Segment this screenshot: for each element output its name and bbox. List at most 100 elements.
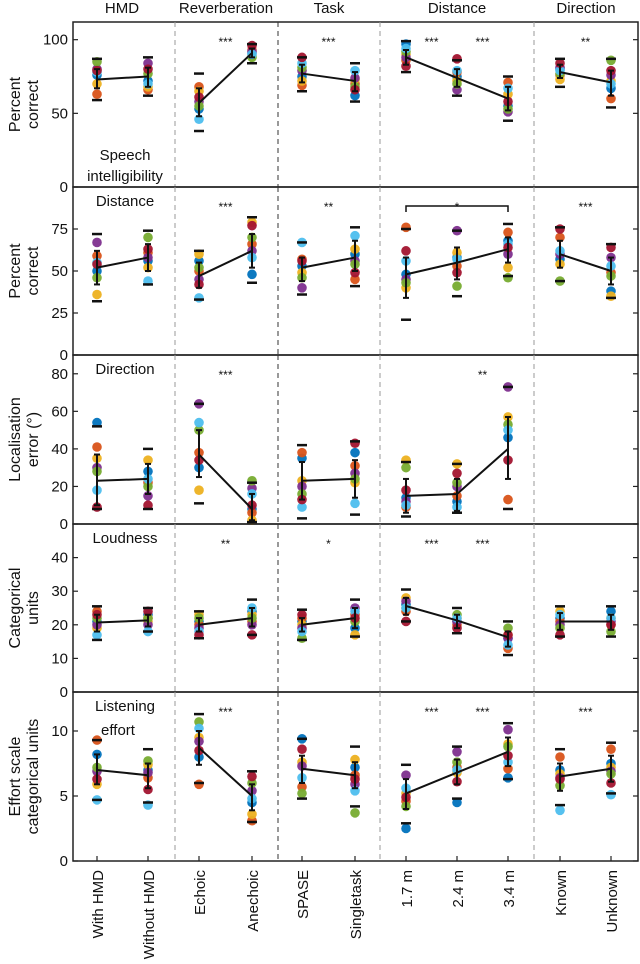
data-point	[194, 417, 204, 428]
data-point	[606, 744, 616, 754]
y-axis-label: Percent	[7, 243, 24, 299]
significance-marker: **	[478, 368, 488, 382]
mean-line	[198, 52, 253, 104]
y-tick-label: 5	[60, 788, 68, 805]
data-point	[350, 274, 360, 285]
data-point	[452, 54, 462, 64]
data-point	[247, 269, 257, 280]
panel-2: 0 20 40 60 80 Localisation error (°) Direction *…	[7, 354, 639, 533]
y-axis-label: Effort scale	[7, 737, 24, 817]
y-axis-label: correct	[25, 80, 42, 129]
x-tick-label: Unknown	[604, 870, 621, 933]
mean-line	[301, 477, 356, 482]
significance-marker: ***	[218, 35, 232, 49]
panel-label: effort	[101, 722, 136, 739]
significance-marker: ***	[424, 35, 438, 49]
x-tick-label: 2.4 m	[450, 870, 467, 908]
mean-line	[301, 72, 356, 82]
data-point	[452, 281, 462, 291]
y-axis-label: correct	[25, 246, 42, 295]
x-tick-label: 3.4 m	[501, 870, 518, 908]
panel-label: Listening	[95, 698, 155, 715]
significance-marker: **	[581, 35, 591, 49]
significance-bracket	[405, 205, 509, 212]
data-point	[247, 809, 257, 819]
x-tick-label: Singletask	[348, 870, 365, 940]
y-axis-label: Localisation	[7, 397, 24, 482]
data-point	[350, 498, 360, 509]
y-tick-label: 60	[51, 403, 68, 420]
data-point	[297, 447, 307, 458]
panel-label: Distance	[96, 193, 154, 210]
data-point	[503, 227, 513, 238]
y-tick-label: 25	[51, 305, 68, 322]
data-point	[503, 262, 513, 273]
data-point	[92, 237, 102, 248]
data-point	[606, 789, 616, 800]
y-tick-label: 40	[51, 441, 68, 458]
data-point	[555, 224, 565, 234]
significance-marker: ***	[475, 35, 489, 49]
data-point	[452, 468, 462, 479]
data-point	[606, 55, 616, 66]
y-tick-label: 0	[60, 516, 68, 533]
significance-marker: ***	[424, 705, 438, 719]
x-tick-label: SPASE	[295, 870, 312, 919]
data-point	[555, 805, 565, 816]
group-title: Direction	[556, 0, 615, 17]
data-point	[503, 724, 513, 735]
data-point	[401, 823, 411, 834]
data-point	[350, 230, 360, 241]
data-point	[606, 778, 616, 788]
x-tick-label: With HMD	[90, 870, 107, 938]
mean-line	[301, 617, 356, 626]
y-tick-label: 0	[60, 347, 68, 364]
data-point	[350, 447, 360, 458]
data-point	[350, 438, 360, 449]
y-axis-label: Categorical	[7, 568, 24, 649]
panel-label: Speech	[100, 147, 151, 164]
x-tick-label: Echoic	[192, 870, 209, 916]
mean-line	[301, 256, 356, 269]
significance-marker: **	[324, 200, 334, 214]
y-tick-label: 0	[60, 853, 68, 870]
mean-line	[96, 75, 149, 81]
x-tick-label: Anechoic	[245, 870, 262, 932]
y-tick-label: 10	[51, 650, 68, 667]
panel-label: Direction	[95, 361, 154, 378]
mean-line	[559, 71, 612, 84]
data-point	[401, 770, 411, 780]
y-axis-label: units	[25, 591, 42, 625]
data-point	[401, 222, 411, 233]
x-tick-label: Known	[553, 870, 570, 916]
y-tick-label: 0	[60, 684, 68, 701]
data-point	[194, 293, 204, 303]
y-tick-label: 0	[60, 179, 68, 196]
significance-marker: ***	[475, 705, 489, 719]
panel-frame	[72, 21, 639, 188]
y-tick-label: 30	[51, 583, 68, 600]
y-tick-label: 20	[51, 617, 68, 634]
data-point	[297, 502, 307, 512]
data-point	[247, 771, 257, 782]
y-tick-label: 100	[43, 32, 68, 49]
panel-4: 0 5 10 Effort scale categorical units Listeni…	[7, 691, 639, 870]
mean-line	[198, 617, 253, 626]
significance-marker: ***	[475, 537, 489, 551]
mean-line	[559, 253, 612, 272]
mean-line	[301, 767, 356, 777]
y-axis-label: Percent	[7, 76, 24, 132]
data-point	[92, 289, 102, 300]
data-point	[143, 500, 153, 511]
x-tick-label: Without HMD	[141, 870, 158, 959]
y-tick-label: 50	[51, 263, 68, 280]
data-point	[503, 494, 513, 505]
significance-marker: ***	[218, 200, 232, 214]
significance-marker: *	[326, 537, 331, 551]
mean-line	[96, 619, 149, 624]
panel-label: Loudness	[92, 530, 157, 547]
group-title: Task	[314, 0, 345, 17]
